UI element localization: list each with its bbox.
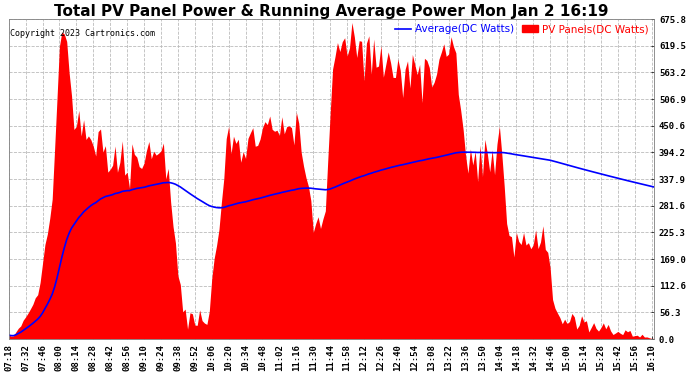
Legend: Average(DC Watts), PV Panels(DC Watts): Average(DC Watts), PV Panels(DC Watts) bbox=[395, 24, 649, 34]
Text: Copyright 2023 Cartronics.com: Copyright 2023 Cartronics.com bbox=[10, 29, 155, 38]
Title: Total PV Panel Power & Running Average Power Mon Jan 2 16:19: Total PV Panel Power & Running Average P… bbox=[54, 4, 609, 19]
